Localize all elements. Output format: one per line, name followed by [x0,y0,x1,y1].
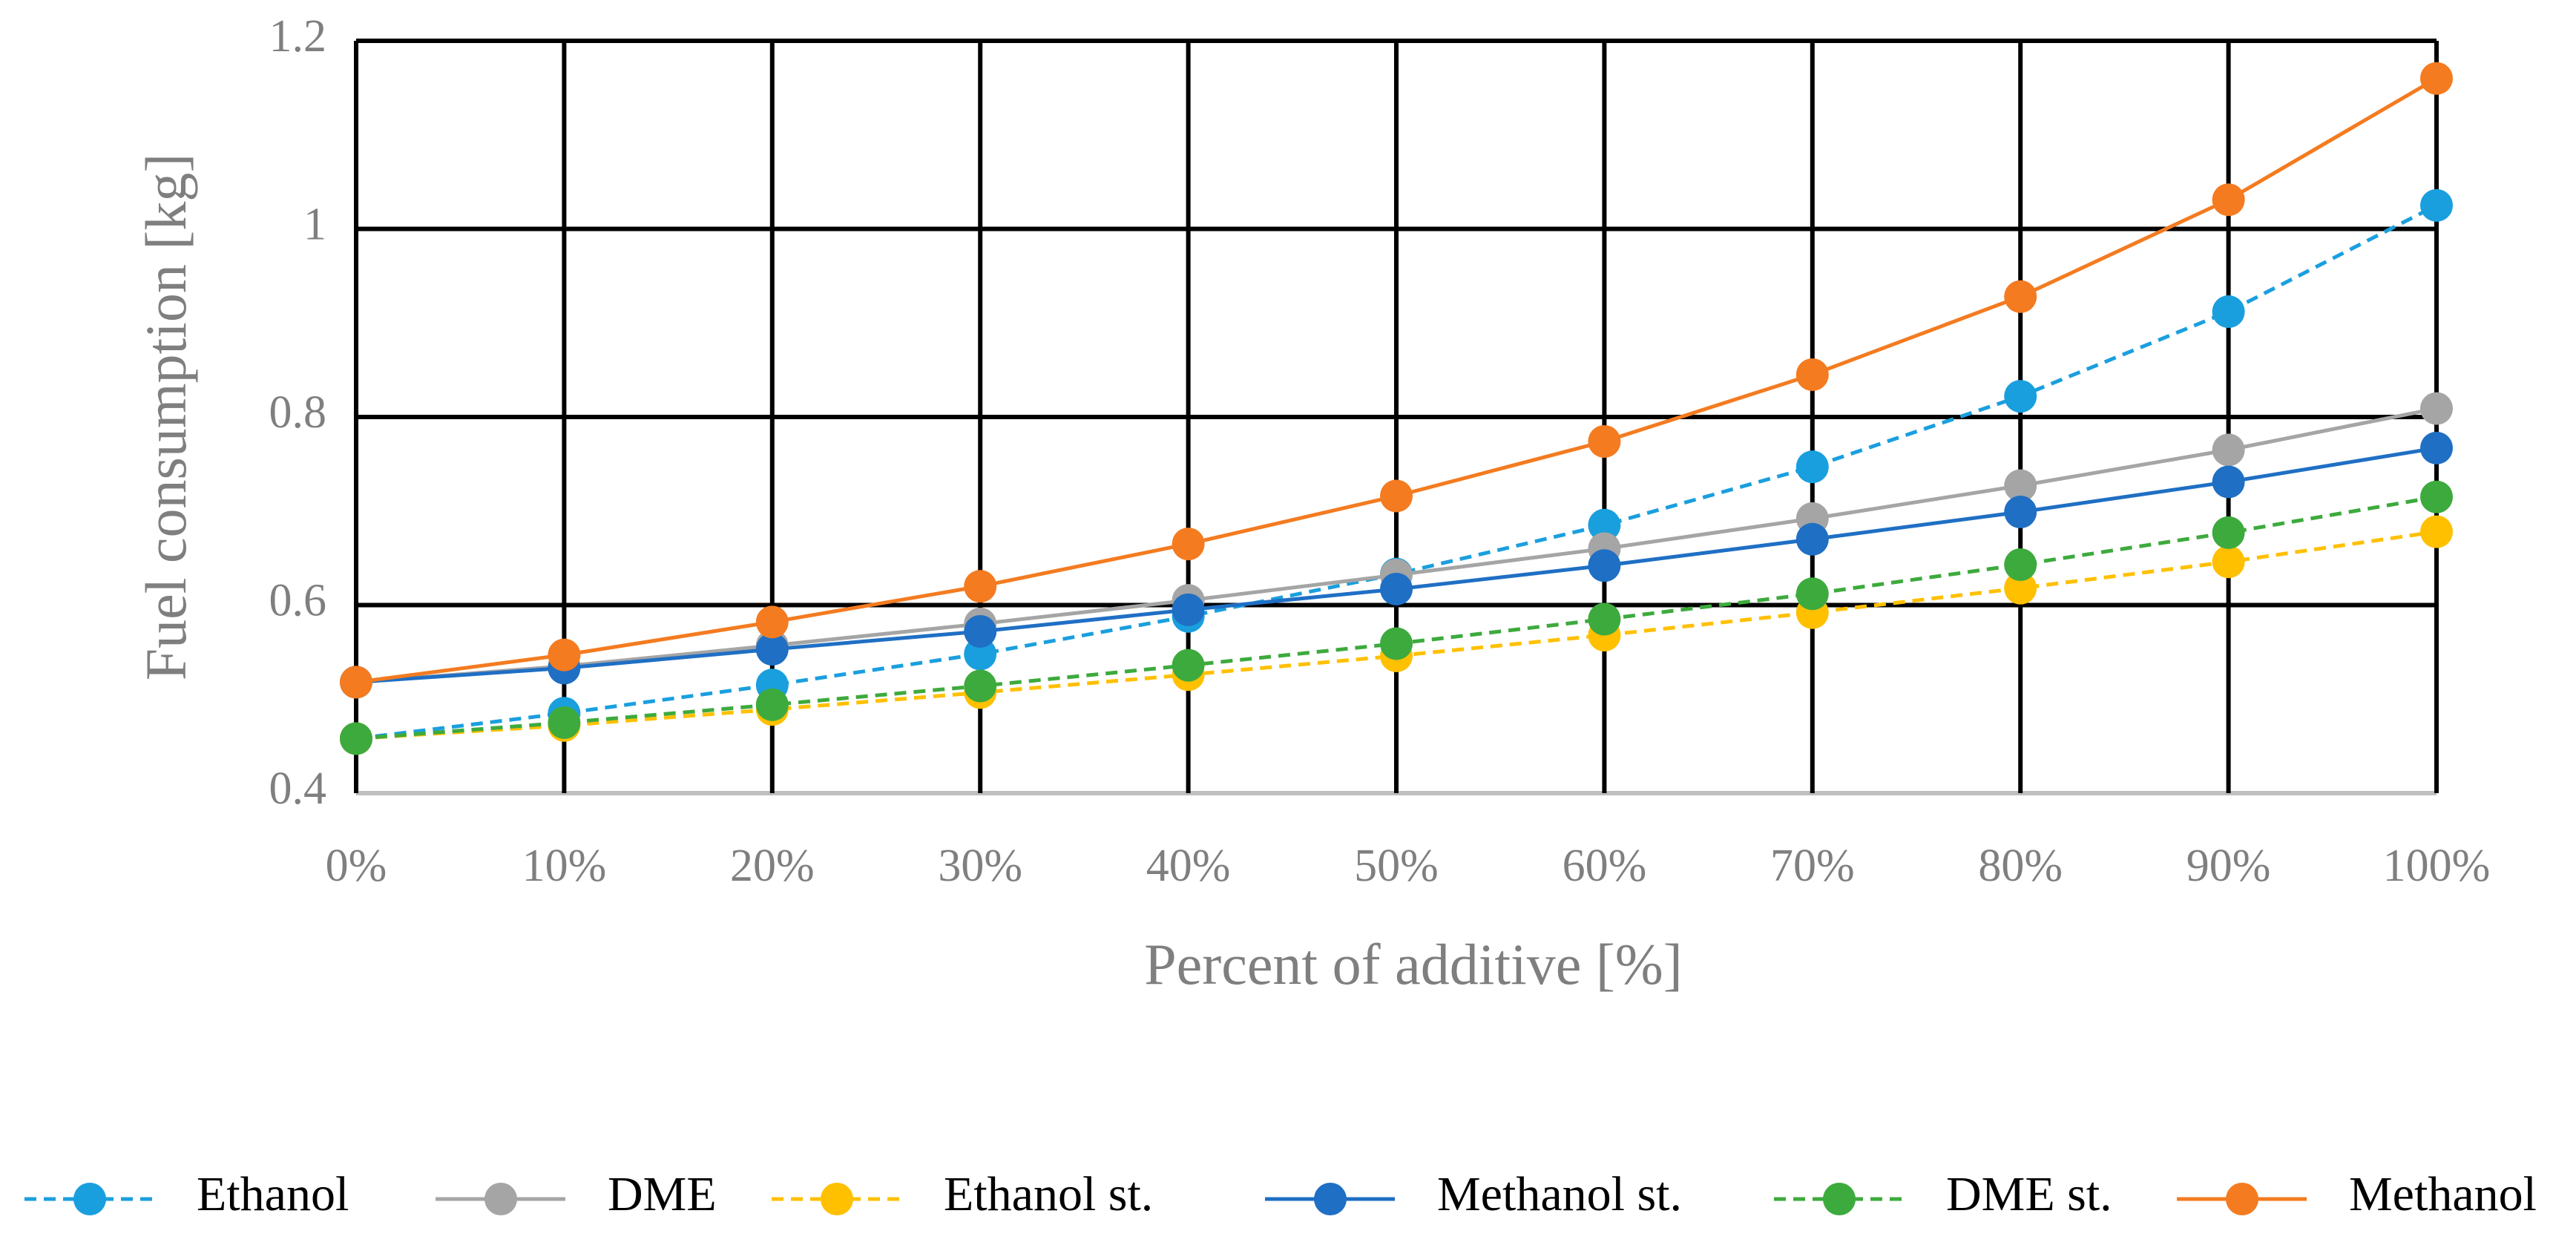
data-point [2004,571,2037,605]
data-point [2004,496,2037,529]
x-tick-label: 60% [1563,841,1647,891]
data-point [755,633,789,666]
legend-marker [73,1183,106,1215]
x-axis-title: Percent of additive [%] [1144,932,1683,996]
legend-marker [821,1183,853,1215]
data-point [755,688,789,721]
x-tick-label: 70% [1770,841,1855,891]
legend-marker [1314,1183,1347,1215]
data-point [1795,522,1829,556]
data-point [1588,424,1621,458]
legend-label: DME [608,1167,717,1221]
legend-label: Ethanol [197,1167,349,1221]
legend-label: Methanol st. [1437,1167,1682,1221]
legend-label: Ethanol st. [944,1167,1153,1221]
data-point [548,706,581,739]
data-point [2004,548,2037,581]
data-point [548,638,581,671]
data-point [2420,392,2453,425]
data-point [2420,62,2453,95]
data-point [2212,433,2245,467]
data-point [964,637,997,671]
data-point [2420,515,2453,548]
data-point [2212,465,2245,499]
y-tick-label: 0.4 [269,763,327,814]
legend-label: DME st. [1946,1167,2112,1221]
legend-marker [1823,1183,1856,1215]
data-point [1172,593,1205,626]
data-point [2212,516,2245,549]
x-tick-label: 100% [2383,841,2491,891]
legend-marker [484,1183,517,1215]
data-point [2420,480,2453,513]
data-point [1172,528,1205,561]
data-point [2212,295,2245,329]
x-tick-label: 0% [326,841,387,891]
data-point [2420,188,2453,222]
data-point [755,605,789,639]
data-point [2004,469,2037,502]
data-point [1795,577,1829,611]
data-point [1588,549,1621,582]
x-tick-label: 90% [2186,841,2271,891]
x-tick-label: 40% [1146,841,1231,891]
data-point [1588,602,1621,636]
data-point [1588,508,1621,542]
data-point [1795,450,1829,484]
data-point [1380,627,1413,660]
data-point [2212,183,2245,217]
data-point [2420,431,2453,464]
y-tick-label: 0.8 [269,387,327,438]
y-axis-title: Fuel consumption [kg] [134,154,198,681]
legend-label: Methanol [2349,1167,2537,1221]
x-tick-label: 30% [938,841,1022,891]
data-point [1380,479,1413,513]
data-point [2212,545,2245,579]
x-tick-label: 10% [522,841,607,891]
data-point [964,570,997,603]
y-tick-label: 1.2 [269,11,327,62]
data-point [964,669,997,703]
x-tick-label: 80% [1978,841,2063,891]
y-tick-label: 0.6 [269,576,327,626]
data-point [1380,572,1413,605]
legend-marker [2226,1183,2258,1215]
x-tick-label: 20% [730,841,815,891]
data-point [964,614,997,648]
x-tick-label: 50% [1354,841,1439,891]
data-point [2004,280,2037,313]
data-point [2004,380,2037,413]
data-point [1795,358,1829,391]
y-tick-label: 1 [303,200,326,250]
data-point [340,666,372,699]
data-point [340,722,372,755]
data-point [1172,648,1205,682]
series-line [355,203,2438,740]
